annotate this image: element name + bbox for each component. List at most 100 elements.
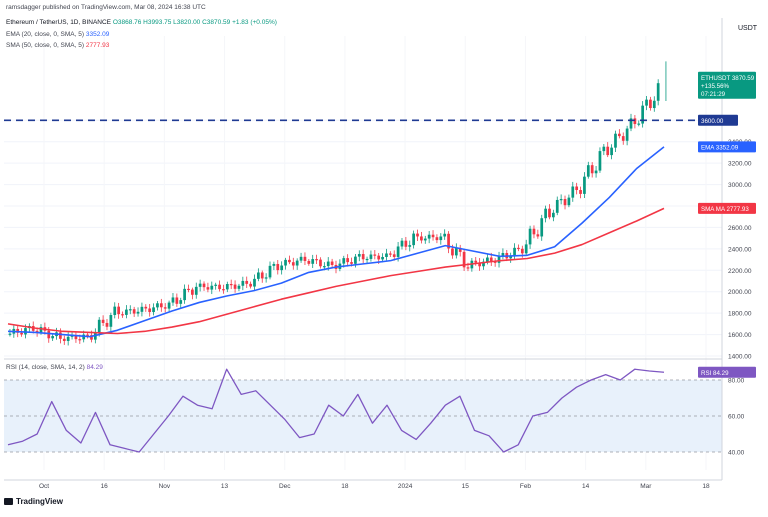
candle-body: [532, 228, 536, 235]
sma-line: [7, 207, 665, 335]
candle-body: [427, 234, 431, 239]
candle-body: [62, 338, 66, 341]
price-tags: ETHUSDT 3870.59+135.56%07:21:29 3600.00 EM…: [698, 71, 756, 378]
candle-body: [486, 257, 489, 262]
current-price-tag-text: 07:21:29: [701, 91, 726, 98]
legend-symbol-row: Ethereum / TetherUS, 1D, BINANCE O3868.7…: [6, 19, 277, 26]
legend-ema-label: EMA (20, close, 0, SMA, 5): [6, 31, 85, 38]
candle-body: [144, 306, 148, 309]
ema-line: [7, 146, 665, 338]
candle-body: [586, 165, 590, 177]
candle-body: [501, 252, 505, 256]
candle-body: [307, 260, 311, 264]
candle-body: [249, 283, 252, 287]
candle-body: [47, 330, 51, 339]
candle-body: [322, 266, 326, 268]
candle-body: [420, 236, 423, 241]
candle-body: [466, 267, 470, 269]
candle-body: [214, 284, 218, 286]
time-tick-label: 13: [221, 483, 229, 490]
time-tick-label: 18: [702, 483, 710, 490]
price-axis-unit: USDT: [738, 25, 758, 32]
candle-body: [35, 330, 39, 333]
candle-body: [412, 233, 415, 246]
level-tag-box: [698, 114, 738, 126]
candle-body: [571, 186, 575, 198]
rsi-tag-text: RSI 84.29: [701, 370, 729, 377]
candle-body: [179, 300, 183, 304]
candle-body: [400, 240, 404, 247]
candle-body: [233, 284, 237, 289]
candle-body: [8, 333, 12, 335]
candle-body: [555, 199, 559, 213]
rsi-line: [7, 368, 665, 453]
ema-tag: EMA 3352.09: [698, 141, 756, 153]
candle-body: [594, 170, 598, 174]
candle-body: [649, 99, 652, 109]
candle-body: [548, 208, 551, 218]
candle-body: [59, 332, 62, 339]
price-tick-label: 1400.00: [728, 354, 752, 361]
rsi-tick-label: 60.00: [728, 414, 745, 421]
candle-body: [610, 147, 613, 156]
candle-body: [140, 306, 144, 312]
candle-body: [326, 261, 330, 267]
candle-body: [513, 247, 516, 257]
candle-body: [350, 262, 353, 264]
time-tick-label: 18: [341, 483, 349, 490]
candle-body: [528, 228, 532, 245]
brand-label: TradingView: [16, 497, 63, 506]
candle-body: [97, 319, 101, 333]
time-tick-label: Feb: [520, 483, 532, 490]
candle-body: [536, 234, 540, 237]
time-tick-label: Dec: [279, 483, 291, 490]
candle-body: [443, 233, 447, 237]
candle-body: [346, 258, 350, 263]
candle-body: [260, 272, 264, 279]
candle-body: [117, 306, 120, 315]
current-price-tag-text: +135.56%: [701, 83, 730, 90]
rsi-band: [4, 380, 722, 452]
candle-body: [552, 212, 555, 218]
candle-body: [109, 315, 113, 327]
candle-body: [489, 257, 493, 262]
candle-body: [583, 176, 586, 194]
legend-sma-row: SMA (50, close, 0, SMA, 5) 2777.93: [6, 42, 109, 49]
candle-body: [517, 247, 520, 250]
legend-sma-value: 2777.93: [85, 42, 110, 49]
legend-ohlc: O3868.76 H3993.75 L3820.00 C3870.59 +1.8…: [112, 19, 277, 26]
candle-body: [171, 297, 175, 303]
candle-body: [385, 253, 388, 257]
candle-body: [408, 245, 412, 247]
candle-body: [621, 136, 625, 141]
candle-body: [20, 332, 23, 335]
candle-body: [567, 197, 571, 206]
legend-ema-row: EMA (20, close, 0, SMA, 5) 3352.09: [6, 31, 109, 38]
candle-body: [404, 240, 408, 247]
candle-body: [167, 302, 171, 309]
current-price-tag: ETHUSDT 3870.59+135.56%07:21:29: [698, 71, 756, 99]
price-tick-label: 2600.00: [728, 225, 752, 232]
candle-body: [210, 285, 214, 290]
candle-body: [590, 165, 594, 174]
sma-tag-text: SMA MA 2777.93: [701, 206, 749, 213]
candle-body: [206, 287, 210, 290]
rsi-panel: [4, 379, 722, 453]
candle-body: [113, 306, 117, 316]
time-tick-label: 16: [101, 483, 109, 490]
candle-body: [509, 256, 513, 259]
candle-body: [454, 247, 458, 256]
candle-body: [218, 284, 221, 290]
legend-symbol: Ethereum / TetherUS, 1D, BINANCE: [6, 19, 112, 26]
candle-body: [361, 254, 365, 260]
tradingview-brand[interactable]: TradingView: [4, 497, 63, 506]
time-tick-label: Mar: [640, 483, 652, 490]
candle-body: [241, 280, 245, 286]
candle-body: [493, 261, 497, 263]
candle-body: [396, 246, 400, 257]
candle-body: [295, 260, 299, 266]
rsi-series: [7, 368, 665, 453]
candle-body: [497, 255, 501, 263]
